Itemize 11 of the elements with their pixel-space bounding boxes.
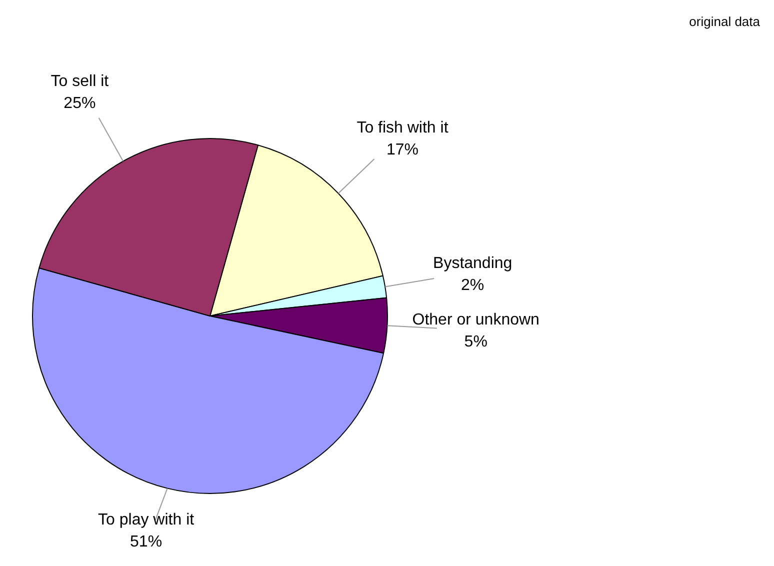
data-label: 5%: [464, 333, 488, 350]
text: original data: [689, 14, 760, 29]
slice-label: To fish with it: [356, 120, 449, 137]
slice-label: Bystanding: [433, 254, 512, 272]
data-label: 25%: [64, 94, 96, 112]
slice-label: To play with it: [98, 511, 195, 528]
data-label: 2%: [461, 276, 484, 294]
slice-label: To sell it: [50, 72, 110, 90]
data-label: 51%: [130, 533, 162, 550]
slice-label: Other or unknown: [412, 311, 540, 328]
data-label: 17%: [386, 142, 419, 159]
